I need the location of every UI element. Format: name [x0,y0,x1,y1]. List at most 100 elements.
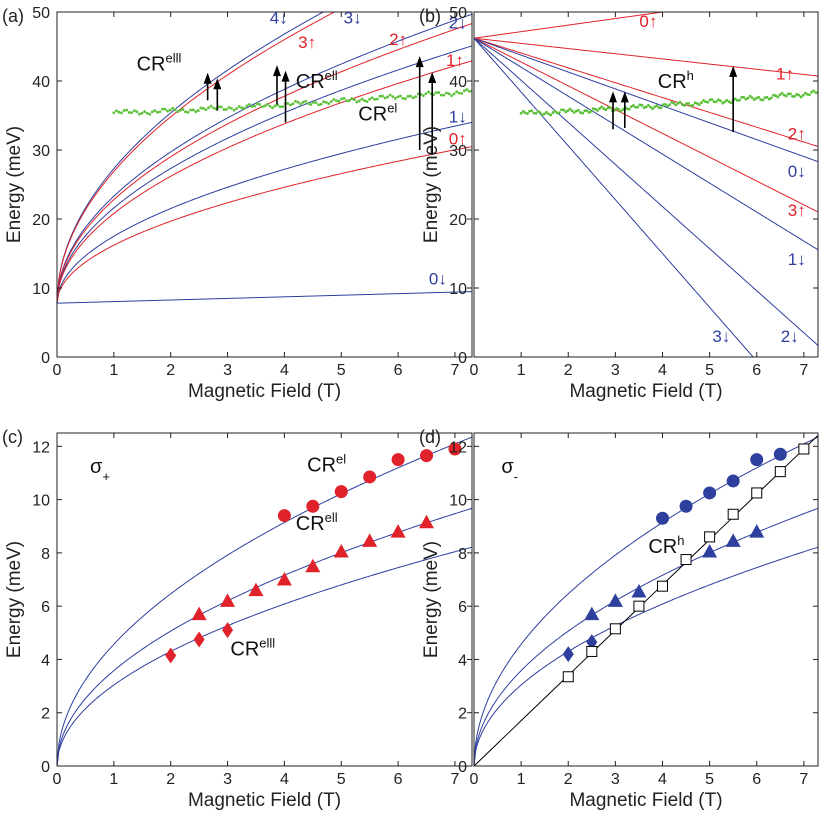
green-data-point [797,93,801,97]
sigma-label: σ- [501,456,518,484]
green-data-point [598,107,601,110]
x-tick-label: 0 [470,362,479,379]
sigma-label: σ+ [90,456,110,484]
green-data-point [232,108,236,112]
green-data-point [319,102,323,106]
green-data-point [311,101,315,104]
green-data-point [227,106,231,109]
level-label: 0↑ [639,12,657,31]
green-data-point [547,112,551,116]
y-tick-label: 10 [32,493,50,510]
green-data-point [627,107,631,111]
green-data-point [143,110,146,113]
x-tick-label: 1 [109,362,118,379]
landau-level-line [474,37,818,251]
green-data-point [740,95,744,99]
arrow-head [428,72,437,84]
green-data-point [585,109,589,113]
green-data-point [201,107,205,110]
landau-level-line [474,37,818,213]
x-tick-label: 4 [280,771,289,788]
y-tick-label: 20 [449,212,467,229]
green-data-point [442,93,446,97]
green-data-point [769,96,773,100]
green-data-point [646,103,650,107]
green-data-point [699,101,703,104]
green-data-point [324,100,328,104]
green-data-point [240,106,244,110]
green-data-point [606,106,610,110]
green-data-point [750,96,754,100]
green-data-point [122,109,126,112]
green-data-point [744,97,748,101]
green-data-point [528,109,532,113]
green-data-point [248,103,251,106]
green-data-point [396,95,400,99]
green-data-point [439,93,443,97]
green-data-point [378,94,382,98]
green-data-point [329,100,333,103]
green-data-point [314,101,318,104]
level-label: 0↓ [788,162,806,181]
green-data-point [536,110,540,113]
green-data-point [767,97,771,101]
level-label: 3↑ [788,201,806,220]
arrow-head [273,65,282,77]
green-data-point [540,113,544,117]
green-data-point [125,108,129,112]
green-data-point [617,107,621,111]
x-tick-label: 1 [517,771,526,788]
green-data-point [555,111,559,115]
green-data-point [697,103,701,107]
green-data-point [752,98,756,102]
green-data-point [388,93,392,97]
green-data-point [352,98,356,102]
green-data-point [805,92,809,96]
green-data-point [212,106,216,110]
marker-triangle [305,558,321,573]
green-data-point [468,89,471,93]
green-data-point [345,99,349,103]
green-data-point [801,93,805,97]
x-tick-label: 3 [611,362,620,379]
green-data-point [437,91,441,94]
green-data-point [574,109,578,113]
green-data-point [173,108,177,112]
green-data-point [587,111,591,114]
level-label: 2↓ [449,14,467,33]
x-axis-label: Magnetic Field (T) [569,790,722,811]
green-data-point [327,102,331,106]
landau-level-line [474,37,818,163]
green-data-point [674,103,678,107]
marker-diamond [222,622,234,639]
y-tick-label: 6 [458,599,467,616]
y-tick-label: 12 [32,439,50,456]
green-data-point [237,105,241,108]
green-data-point [445,91,448,95]
green-data-point [457,91,461,95]
green-data-point [661,103,665,107]
green-data-point [579,111,582,114]
green-data-point [774,94,777,98]
green-data-point [803,91,807,95]
green-data-point [619,109,623,113]
green-data-point [710,97,714,101]
marker-triangle [725,533,741,547]
green-data-point [772,93,775,97]
level-label: 0↓ [429,270,447,289]
y-axis-label: Energy (meV) [4,541,25,658]
green-data-point [560,108,563,112]
green-data-point [199,106,203,110]
green-data-point [786,92,790,96]
green-data-point [596,109,599,112]
green-data-point [135,110,139,114]
y-tick-label: 2 [41,706,50,723]
green-data-point [526,112,529,115]
x-tick-label: 1 [517,362,526,379]
marker-triangle [333,544,349,558]
green-data-point [629,105,633,109]
fit-curve [57,436,472,766]
green-data-point [778,93,782,97]
y-tick-label: 40 [32,74,50,91]
green-data-point [460,92,464,95]
